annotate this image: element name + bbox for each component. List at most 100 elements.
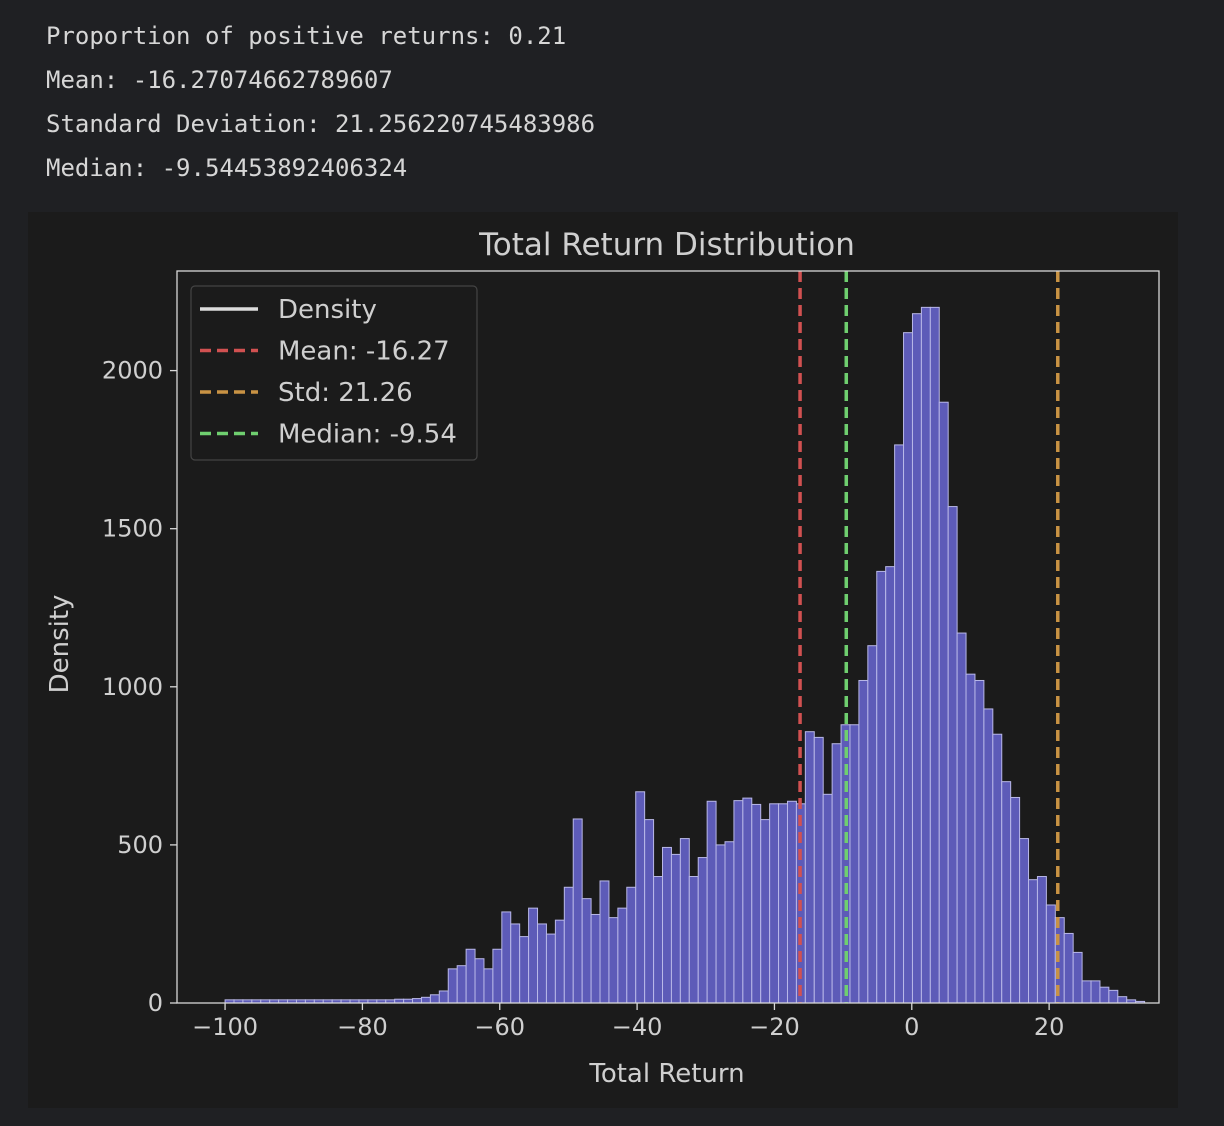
histogram-bar xyxy=(992,733,1003,1004)
histogram-bar xyxy=(501,911,512,1004)
histogram-bar xyxy=(1063,932,1074,1004)
histogram-bar xyxy=(715,844,726,1004)
histogram-bar xyxy=(920,306,931,1004)
histogram-bar xyxy=(769,803,780,1004)
histogram-bar xyxy=(778,803,788,1004)
axes-layer: −100 −80 −60 −40 −20 0 20 0 500 1000 1500 2000 xyxy=(102,270,1160,1041)
histogram-bar xyxy=(438,990,449,1004)
histogram-bar xyxy=(858,679,869,1004)
output-line-mean: Mean: -16.27074662789607 xyxy=(46,66,393,94)
histogram-bar xyxy=(956,632,967,1004)
histogram-bar xyxy=(474,958,485,1004)
histogram-bar xyxy=(1019,838,1030,1004)
y-tick-label: 1000 xyxy=(102,673,163,701)
histogram-bar xyxy=(751,803,762,1004)
histogram-bar xyxy=(1010,796,1021,1004)
histogram-bar xyxy=(1045,904,1056,1004)
histogram-chart: Total Return Distribution Total Return D… xyxy=(45,227,1160,1089)
histogram-bar xyxy=(608,917,619,1004)
y-tick-label: 0 xyxy=(148,989,163,1017)
histogram-bar xyxy=(483,968,494,1004)
histogram-bar xyxy=(804,731,815,1004)
histogram-bar xyxy=(554,919,565,1004)
histogram-bar xyxy=(876,570,887,1004)
histogram-bar xyxy=(894,444,905,1004)
histogram-bar xyxy=(867,645,878,1004)
histogram-bar xyxy=(1099,986,1110,1004)
x-tick-label: −20 xyxy=(749,1013,800,1041)
histogram-bar xyxy=(528,907,539,1004)
x-tick-label: −80 xyxy=(337,1013,388,1041)
reference-lines xyxy=(798,271,1060,1003)
histogram-bar xyxy=(670,853,681,1004)
histogram-bar xyxy=(447,968,458,1004)
x-tick-label: 20 xyxy=(1034,1013,1065,1041)
histogram-bar xyxy=(465,948,476,1004)
histogram-bar xyxy=(1072,951,1083,1004)
histogram-bar xyxy=(590,913,601,1004)
histogram-bar xyxy=(635,791,646,1004)
histogram-bar xyxy=(572,818,583,1004)
legend-item-mean-label: Mean: -16.27 xyxy=(278,337,450,367)
histogram-bar xyxy=(1036,876,1047,1004)
histogram-bar xyxy=(1117,996,1128,1004)
histogram-bar xyxy=(679,838,690,1004)
y-tick-label: 1500 xyxy=(102,515,163,543)
histogram-bar xyxy=(599,880,610,1004)
histogram-bar xyxy=(537,923,547,1004)
histogram-bar xyxy=(831,743,842,1004)
legend-item-density-label: Density xyxy=(278,295,377,325)
histogram-bar xyxy=(563,886,574,1004)
histogram-bar xyxy=(653,876,664,1004)
histogram-bar xyxy=(688,876,699,1004)
legend: Density Mean: -16.27 Std: 21.26 Median: -9.… xyxy=(190,285,478,461)
histogram-bar xyxy=(644,819,655,1004)
x-tick-label: −100 xyxy=(192,1013,258,1041)
histogram-bar xyxy=(1001,781,1012,1004)
histogram-bar xyxy=(885,566,896,1004)
y-axis-label: Density xyxy=(45,595,75,694)
histogram-bar xyxy=(429,994,440,1004)
chart-title: Total Return Distribution xyxy=(478,227,855,263)
histogram-bar xyxy=(742,797,753,1004)
plot-container: Total Return Distribution Total Return D… xyxy=(28,212,1178,1108)
histogram-bar xyxy=(1028,879,1038,1004)
histogram-bar xyxy=(822,793,833,1004)
histogram-bar xyxy=(947,506,958,1004)
histogram-bar xyxy=(983,708,994,1004)
x-tick-label: −40 xyxy=(612,1013,663,1041)
histogram-bar xyxy=(1108,989,1119,1004)
histogram-bar xyxy=(697,857,708,1004)
histogram-bar xyxy=(974,679,985,1004)
legend-box xyxy=(190,285,478,461)
x-tick-label: −60 xyxy=(474,1013,525,1041)
x-tick-label: 0 xyxy=(904,1013,919,1041)
histogram-bar xyxy=(903,332,913,1004)
histogram-bar xyxy=(760,819,771,1004)
y-tick-label: 2000 xyxy=(102,357,163,385)
histogram-bar xyxy=(626,886,637,1004)
plot-frame xyxy=(176,270,1160,1004)
output-line-median: Median: -9.54453892406324 xyxy=(46,154,408,182)
histogram-bar xyxy=(456,965,467,1004)
x-axis-label: Total Return xyxy=(588,1059,744,1089)
legend-item-std-label: Std: 21.26 xyxy=(278,378,413,408)
histogram-bar xyxy=(412,998,422,1004)
histogram-bar xyxy=(519,936,530,1004)
histogram-bar xyxy=(617,907,628,1004)
histogram-bar xyxy=(724,841,735,1004)
histogram-bar xyxy=(1090,980,1101,1004)
histogram-bar xyxy=(929,306,940,1004)
histogram-bar xyxy=(1081,980,1092,1004)
y-tick-label: 500 xyxy=(117,831,163,859)
histogram-bar xyxy=(581,898,592,1004)
histogram-bar xyxy=(492,948,503,1004)
histogram-bar xyxy=(849,724,860,1004)
histogram-bar xyxy=(706,800,717,1004)
output-text: Proportion of positive returns: 0.21 Mea… xyxy=(46,14,595,190)
output-line-std: Standard Deviation: 21.256220745483986 xyxy=(46,110,596,138)
histogram-bar xyxy=(545,933,556,1004)
histogram-bar xyxy=(510,923,521,1004)
histogram-bar xyxy=(938,401,949,1004)
output-line-proportion: Proportion of positive returns: 0.21 xyxy=(46,22,567,50)
